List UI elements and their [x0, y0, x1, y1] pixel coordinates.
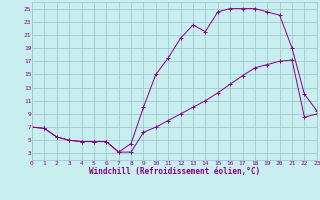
X-axis label: Windchill (Refroidissement éolien,°C): Windchill (Refroidissement éolien,°C) [89, 167, 260, 176]
